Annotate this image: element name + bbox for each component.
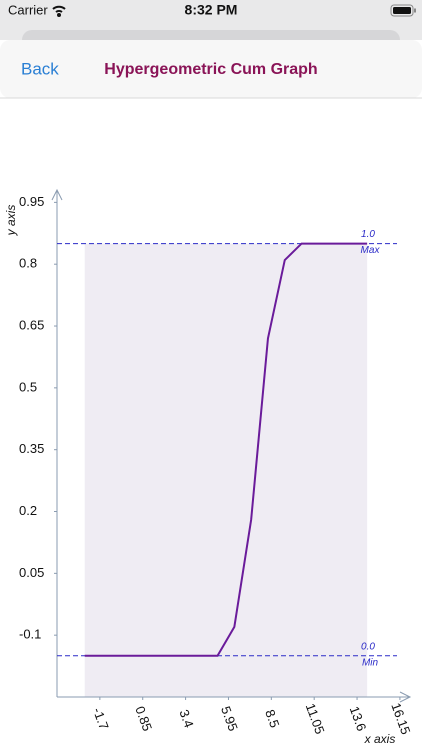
y-axis-title: y axis — [4, 205, 18, 237]
y-tick-label: 0.8 — [19, 256, 37, 271]
x-axis-arrow — [399, 691, 412, 703]
x-tick-label: -1.7 — [90, 706, 112, 732]
y-tick-label: 0.2 — [19, 503, 37, 518]
y-tick-label: 0.05 — [19, 565, 44, 580]
nav-title: Hypergeometric Cum Graph — [104, 61, 317, 78]
y-tick-label: 0.35 — [19, 441, 44, 456]
y-tick-label: -0.1 — [19, 627, 41, 642]
x-tick-label: 8.5 — [262, 708, 282, 730]
y-axis-arrow — [51, 188, 63, 201]
x-tick-label: 3.4 — [176, 708, 196, 730]
y-tick-label: 0.95 — [19, 194, 44, 209]
data-line — [84, 242, 368, 657]
y-tick-label: 0.5 — [19, 379, 37, 394]
carrier: Carrier — [8, 2, 48, 17]
reference-label: 0.0 — [361, 641, 375, 652]
wifi-icon — [52, 5, 66, 17]
back-button[interactable]: Back — [21, 59, 59, 78]
clock: 8:32 PM — [185, 2, 238, 18]
y-tick-label: 0.65 — [19, 317, 44, 332]
reference-note: Min — [362, 657, 379, 668]
nav-bar — [0, 40, 422, 98]
reference-label: 1.0 — [361, 229, 375, 240]
battery-icon — [390, 4, 416, 17]
reference-note: Max — [361, 245, 381, 256]
x-axis-title: x axis — [364, 732, 396, 746]
plot-shade — [84, 243, 368, 697]
